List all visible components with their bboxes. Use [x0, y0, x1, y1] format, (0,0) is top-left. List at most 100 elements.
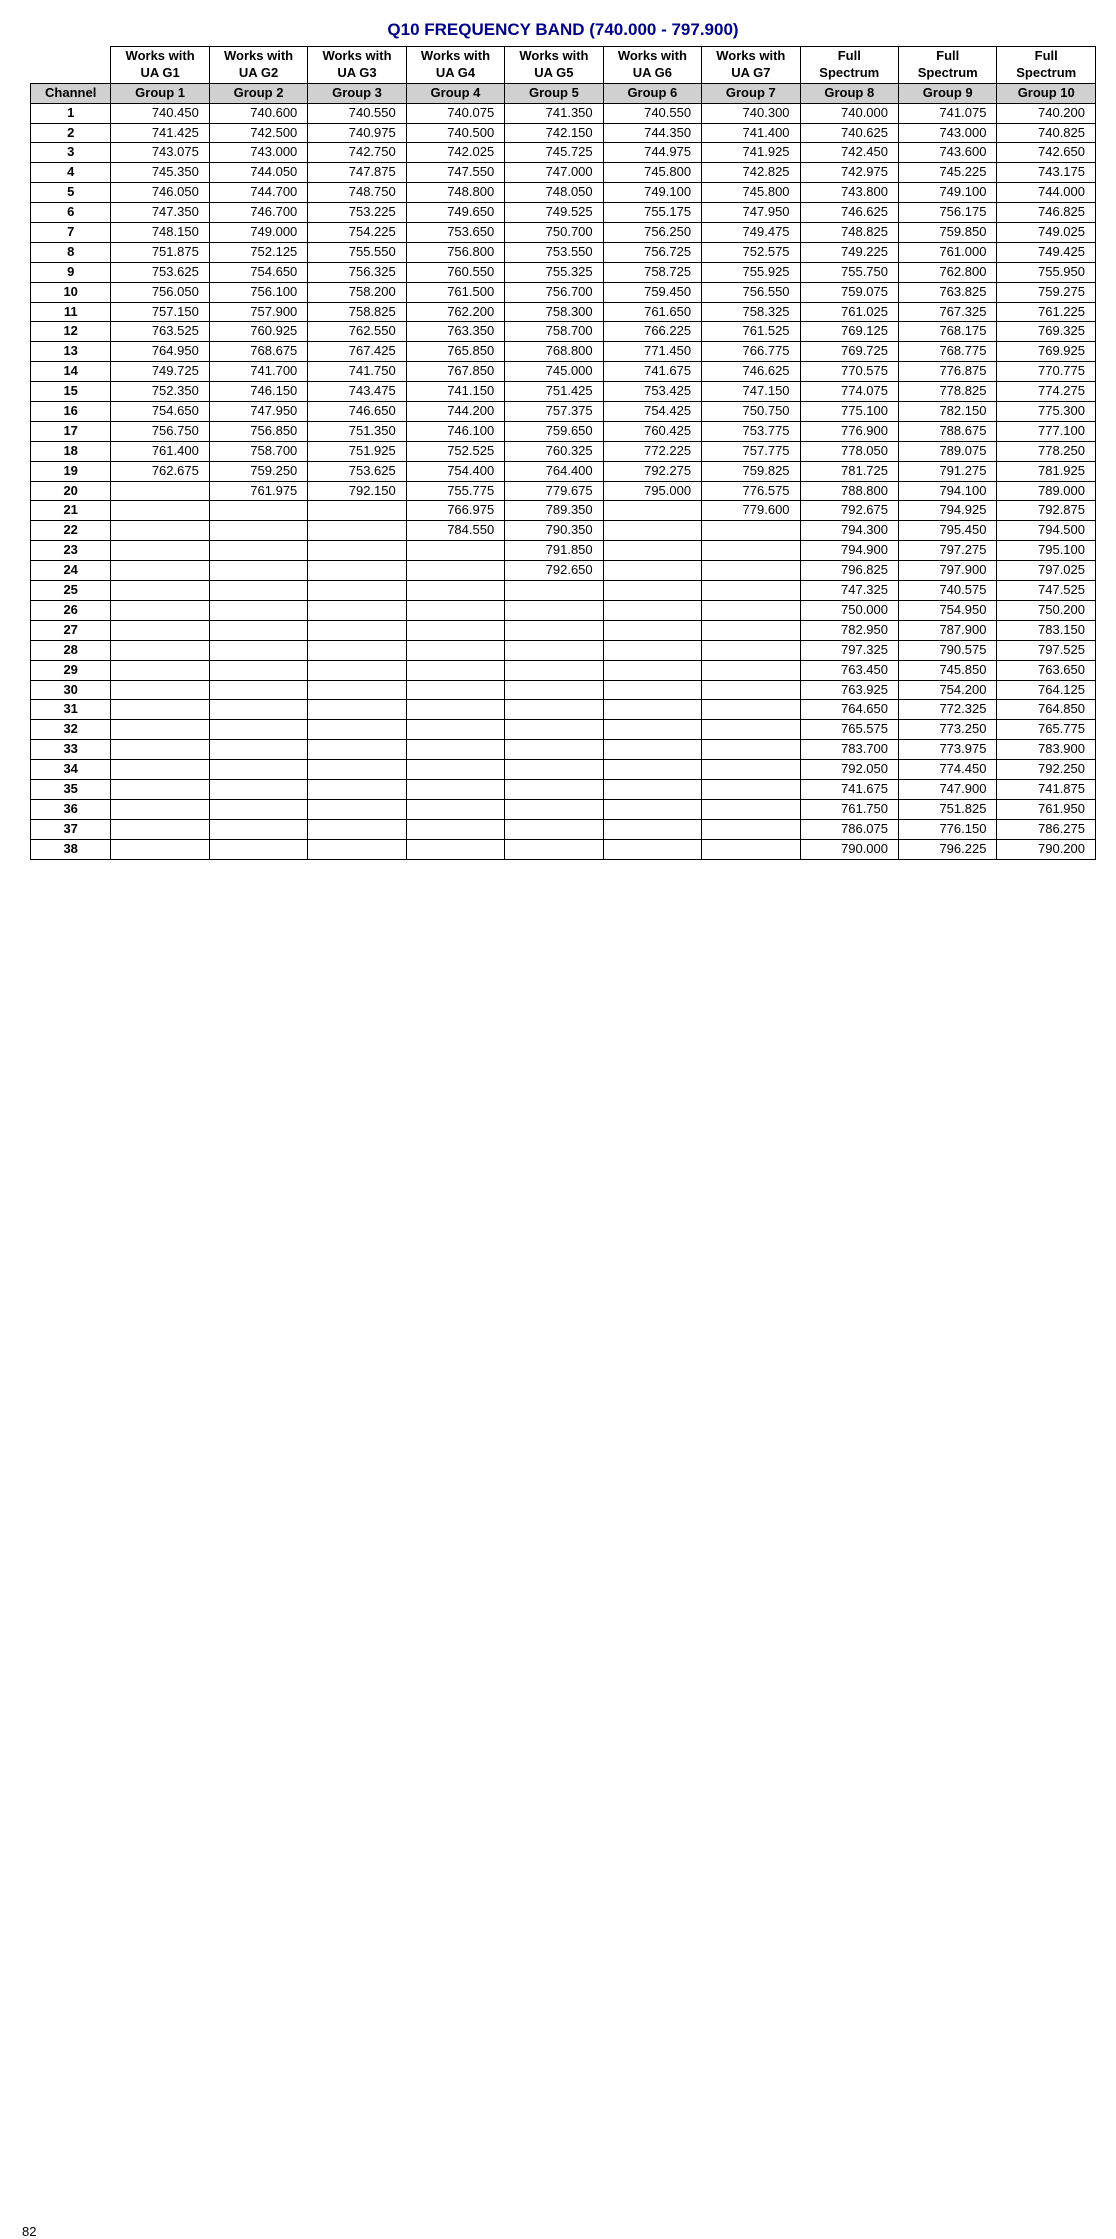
- value-cell: 768.175: [899, 322, 997, 342]
- value-cell: 740.825: [997, 123, 1096, 143]
- value-cell: 795.100: [997, 541, 1096, 561]
- value-cell: 756.100: [209, 282, 307, 302]
- channel-cell: 10: [31, 282, 111, 302]
- value-cell: 758.325: [702, 302, 800, 322]
- value-cell: [308, 839, 406, 859]
- value-cell: 765.850: [406, 342, 504, 362]
- value-cell: 797.025: [997, 561, 1096, 581]
- header-row-group: Channel Group 1Group 2Group 3Group 4Grou…: [31, 83, 1096, 103]
- value-cell: 753.625: [111, 262, 209, 282]
- channel-cell: 26: [31, 600, 111, 620]
- value-cell: [603, 600, 701, 620]
- value-cell: 782.150: [899, 402, 997, 422]
- channel-cell: 2: [31, 123, 111, 143]
- value-cell: [308, 521, 406, 541]
- value-cell: [603, 541, 701, 561]
- value-cell: [702, 680, 800, 700]
- value-cell: 749.225: [800, 242, 898, 262]
- value-cell: 774.275: [997, 382, 1096, 402]
- value-cell: 758.725: [603, 262, 701, 282]
- value-cell: 741.875: [997, 779, 1096, 799]
- value-cell: [702, 600, 800, 620]
- value-cell: 762.675: [111, 461, 209, 481]
- value-cell: [111, 481, 209, 501]
- table-row: 26750.000754.950750.200: [31, 600, 1096, 620]
- header-row-top: Works withUA G1Works withUA G2Works with…: [31, 47, 1096, 84]
- value-cell: [111, 561, 209, 581]
- value-cell: [209, 581, 307, 601]
- value-cell: 740.500: [406, 123, 504, 143]
- value-cell: [505, 819, 603, 839]
- value-cell: 755.550: [308, 242, 406, 262]
- value-cell: [209, 819, 307, 839]
- value-cell: 761.650: [603, 302, 701, 322]
- value-cell: 743.000: [899, 123, 997, 143]
- value-cell: 757.375: [505, 402, 603, 422]
- column-header: Works withUA G7: [702, 47, 800, 84]
- value-cell: 767.850: [406, 362, 504, 382]
- value-cell: 756.175: [899, 203, 997, 223]
- value-cell: [603, 819, 701, 839]
- value-cell: [308, 680, 406, 700]
- value-cell: 752.575: [702, 242, 800, 262]
- value-cell: 763.450: [800, 660, 898, 680]
- value-cell: 751.425: [505, 382, 603, 402]
- value-cell: 750.200: [997, 600, 1096, 620]
- value-cell: [111, 819, 209, 839]
- value-cell: [308, 581, 406, 601]
- value-cell: [702, 561, 800, 581]
- channel-cell: 22: [31, 521, 111, 541]
- value-cell: 763.350: [406, 322, 504, 342]
- table-row: 25747.325740.575747.525: [31, 581, 1096, 601]
- value-cell: 760.925: [209, 322, 307, 342]
- value-cell: [111, 660, 209, 680]
- value-cell: [209, 839, 307, 859]
- value-cell: 746.625: [702, 362, 800, 382]
- value-cell: [702, 660, 800, 680]
- value-cell: [702, 799, 800, 819]
- value-cell: [209, 680, 307, 700]
- value-cell: [702, 779, 800, 799]
- value-cell: [702, 640, 800, 660]
- column-header: FullSpectrum: [997, 47, 1096, 84]
- value-cell: 759.825: [702, 461, 800, 481]
- value-cell: 771.450: [603, 342, 701, 362]
- value-cell: 753.625: [308, 461, 406, 481]
- value-cell: [702, 541, 800, 561]
- value-cell: [603, 680, 701, 700]
- value-cell: 741.075: [899, 103, 997, 123]
- channel-cell: 6: [31, 203, 111, 223]
- value-cell: 752.350: [111, 382, 209, 402]
- table-row: 34792.050774.450792.250: [31, 760, 1096, 780]
- value-cell: 753.550: [505, 242, 603, 262]
- value-cell: [111, 521, 209, 541]
- value-cell: 761.500: [406, 282, 504, 302]
- channel-cell: 3: [31, 143, 111, 163]
- value-cell: [702, 620, 800, 640]
- channel-cell: 7: [31, 223, 111, 243]
- value-cell: 770.575: [800, 362, 898, 382]
- channel-header: Channel: [31, 83, 111, 103]
- table-row: 6747.350746.700753.225749.650749.525755.…: [31, 203, 1096, 223]
- value-cell: 795.000: [603, 481, 701, 501]
- value-cell: [505, 640, 603, 660]
- value-cell: [111, 740, 209, 760]
- value-cell: 778.825: [899, 382, 997, 402]
- value-cell: 756.550: [702, 282, 800, 302]
- column-header: Works withUA G1: [111, 47, 209, 84]
- value-cell: 750.700: [505, 223, 603, 243]
- table-row: 19762.675759.250753.625754.400764.400792…: [31, 461, 1096, 481]
- value-cell: 757.150: [111, 302, 209, 322]
- value-cell: 756.050: [111, 282, 209, 302]
- value-cell: 764.650: [800, 700, 898, 720]
- value-cell: 776.575: [702, 481, 800, 501]
- value-cell: [111, 680, 209, 700]
- table-row: 10756.050756.100758.200761.500756.700759…: [31, 282, 1096, 302]
- value-cell: [111, 720, 209, 740]
- value-cell: 765.775: [997, 720, 1096, 740]
- value-cell: 772.225: [603, 441, 701, 461]
- value-cell: 742.650: [997, 143, 1096, 163]
- value-cell: 769.925: [997, 342, 1096, 362]
- value-cell: 762.550: [308, 322, 406, 342]
- table-row: 29763.450745.850763.650: [31, 660, 1096, 680]
